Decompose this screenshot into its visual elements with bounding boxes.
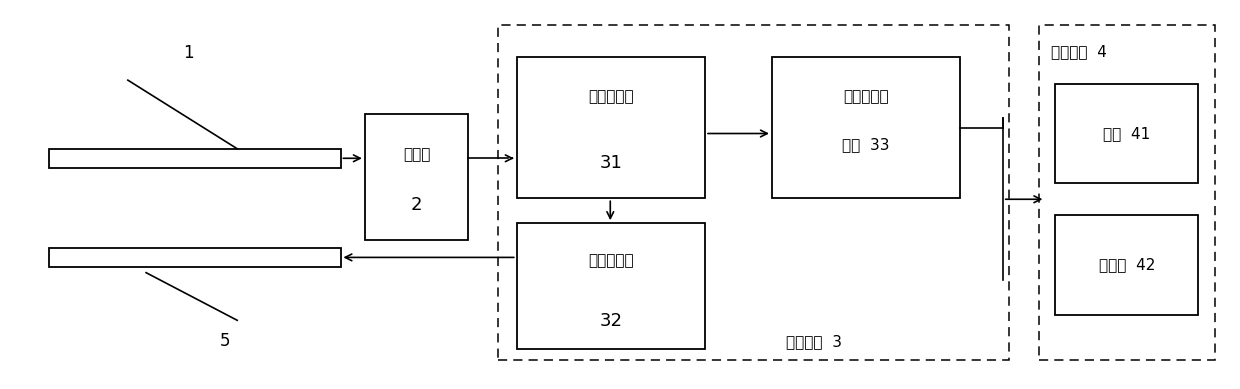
Bar [1039,25,1215,360]
Bar [517,57,706,198]
Bar [517,223,706,349]
Text: 判断子模块: 判断子模块 [588,89,634,104]
Text: 模块  33: 模块 33 [842,137,890,152]
Text: 31: 31 [599,154,622,172]
Bar [48,149,341,168]
Text: 控制模块  3: 控制模块 3 [786,334,842,349]
Text: 5: 5 [219,332,231,350]
Bar [365,114,467,240]
Text: 1: 1 [184,44,193,63]
Text: 调节子模块: 调节子模块 [588,253,634,268]
Bar [771,57,960,198]
Bar [48,248,341,267]
Text: 喇叭  41: 喇叭 41 [1104,126,1151,141]
Bar [1055,84,1198,183]
Bar [1055,216,1198,315]
Text: 指示灯  42: 指示灯 42 [1099,258,1154,273]
Bar [498,25,1009,360]
Text: 报警系统  4: 报警系统 4 [1052,44,1107,59]
Text: 滤波器: 滤波器 [403,147,430,162]
Text: 报警控制子: 报警控制子 [843,89,889,104]
Text: 32: 32 [599,312,622,330]
Text: 2: 2 [410,196,422,214]
